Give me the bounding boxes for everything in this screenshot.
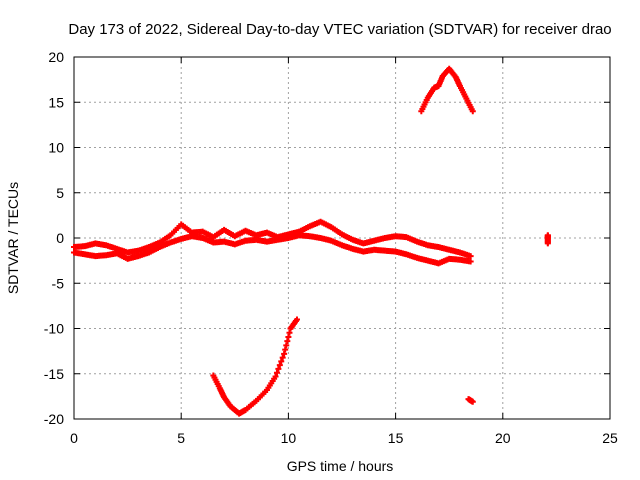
data-point-marker [544, 232, 551, 239]
x-tick-label: 15 [388, 430, 404, 446]
data-point-marker [279, 354, 286, 361]
data-points [71, 65, 551, 417]
data-point-marker [281, 350, 288, 357]
y-tick-label: 0 [56, 230, 64, 246]
y-tick-label: 20 [48, 49, 64, 65]
x-tick-label: 5 [177, 430, 185, 446]
data-point-marker [284, 338, 291, 345]
data-point-marker [276, 362, 283, 369]
y-tick-label: -5 [52, 275, 65, 291]
data-point-marker [278, 358, 285, 365]
y-tick-label: -15 [44, 366, 64, 382]
data-point-marker [467, 253, 474, 260]
axis-ticks: 0 5 10 15 20 25 -20 -15 -10 -5 0 5 10 15 20 [44, 49, 618, 446]
data-point-marker [467, 258, 474, 265]
data-point-marker [273, 369, 280, 376]
y-tick-label: -20 [44, 411, 64, 427]
data-point-marker [272, 373, 279, 380]
x-tick-label: 0 [70, 430, 78, 446]
y-tick-label: 10 [48, 140, 64, 156]
x-tick-label: 25 [602, 430, 618, 446]
x-axis-label: GPS time / hours [287, 458, 394, 474]
x-tick-label: 10 [281, 430, 297, 446]
data-point-marker [469, 398, 476, 405]
y-axis-label: SDTVAR / TECUs [5, 182, 21, 294]
data-point-marker [469, 108, 476, 115]
data-point-marker [293, 316, 300, 323]
data-point-marker [282, 346, 289, 353]
data-point-marker [283, 342, 290, 349]
data-point-marker [275, 365, 282, 372]
data-point-marker [286, 329, 293, 336]
y-tick-label: -10 [44, 321, 64, 337]
data-point-marker [285, 333, 292, 340]
chart-title: Day 173 of 2022, Sidereal Day-to-day VTE… [68, 21, 611, 38]
y-tick-label: 15 [48, 94, 64, 110]
x-tick-label: 20 [495, 430, 511, 446]
y-tick-label: 5 [56, 185, 64, 201]
